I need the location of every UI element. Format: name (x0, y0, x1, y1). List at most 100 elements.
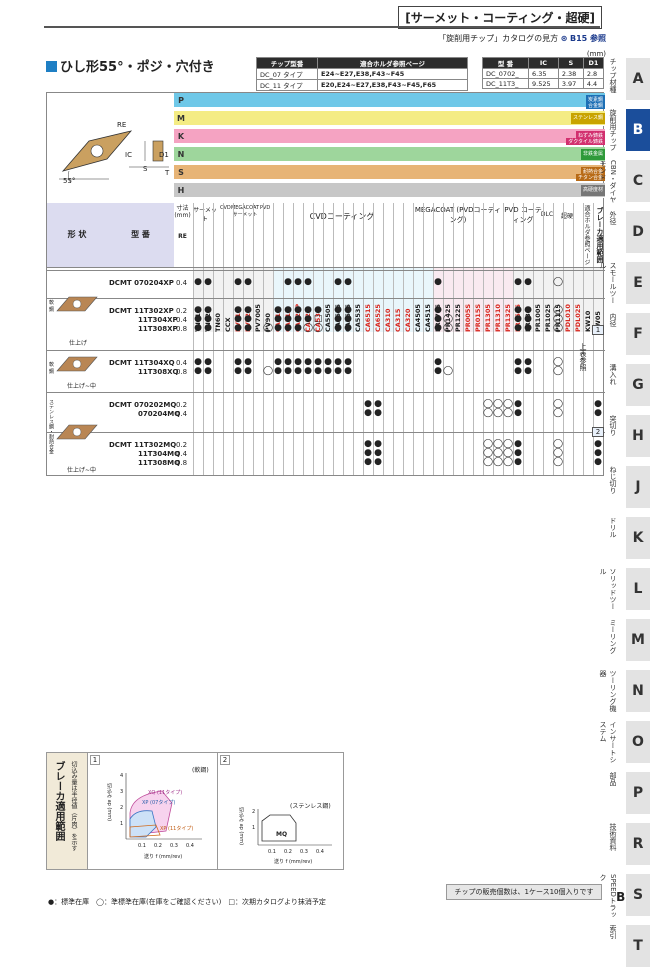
part-number[interactable]: 11T304MQ (138, 450, 181, 458)
grade-ca5535: CA5535 (353, 268, 363, 332)
chart2-material: (ステンレス鋼) (290, 803, 331, 810)
stock-mark: ● (374, 457, 382, 467)
stock-mark: ● (514, 277, 522, 287)
stock-mark: ● (204, 314, 212, 324)
grade-divider (413, 203, 414, 475)
stock-mark: ● (194, 366, 202, 376)
index-letter[interactable]: B (626, 109, 650, 151)
breaker-box-2[interactable]: 2 (592, 427, 604, 437)
part-number[interactable]: DCMT 11T302MQ (109, 441, 177, 449)
diagram-t-label: T (165, 169, 170, 177)
dimension-header-text: 寸法 (mm) (174, 205, 191, 219)
index-item-c[interactable]: CBN・ダイヤモンド C (599, 156, 650, 207)
stock-legend: ●：標準在庫 ◯：準標準在庫(在庫をご確認ください) □：次期カタログより抹消予… (48, 898, 326, 906)
index-item-m[interactable]: ミーリング M (600, 615, 650, 666)
product-table: RE IC D1 S T 55° P 炭素鋼 合金鋼 M ステンレス鋼 K ねずみ鋳鉄 ダクタ… (46, 92, 605, 476)
index-letter[interactable]: K (626, 517, 650, 559)
index-item-n[interactable]: ツーリング機器 N (599, 666, 650, 717)
xq-side-label: 軟鋼 (49, 362, 55, 375)
chart1-plot (125, 773, 202, 840)
index-letter[interactable]: O (626, 721, 650, 763)
stock-mark: ● (204, 277, 212, 287)
index-letter[interactable]: F (626, 313, 650, 355)
catalog-ref-page[interactable]: B15 参照 (569, 34, 606, 43)
part-number[interactable]: DCMT 070204XP (109, 279, 174, 287)
chart2-xtick-1: 0.1 (268, 849, 276, 855)
index-letter[interactable]: R (626, 823, 650, 865)
index-letter[interactable]: C (626, 160, 650, 202)
stock-mark: ◯ (553, 323, 564, 333)
index-letter[interactable]: H (626, 415, 650, 457)
index-letter[interactable]: J (626, 466, 650, 508)
re-value: 0.8 (176, 368, 188, 376)
part-number[interactable]: 11T304XP (138, 316, 178, 324)
grade-divider (343, 203, 344, 475)
index-item-a[interactable]: チップ材種 A (600, 54, 650, 105)
stock-mark: ● (304, 277, 312, 287)
index-letter[interactable]: E (626, 262, 650, 304)
stock-mark: ● (284, 277, 292, 287)
stock-mark: ● (524, 314, 532, 324)
index-item-g[interactable]: 溝入れ G (600, 360, 650, 411)
index-item-b[interactable]: 旋削用チップ B (600, 105, 650, 156)
stock-mark: ● (234, 314, 242, 324)
index-letter[interactable]: N (626, 670, 650, 712)
part-number[interactable]: 11T308XQ (138, 368, 179, 376)
index-item-e[interactable]: スモールツール E (599, 258, 650, 309)
breaker-chart-2: 2 (ステンレス鋼) 切込み ap (mm) MQ 2 1 0.1 0.2 0.… (217, 753, 344, 869)
breaker-box-1[interactable]: 1 (592, 325, 604, 335)
part-number[interactable]: 11T308MQ (138, 459, 181, 467)
part-number[interactable]: 070204MQ (138, 410, 181, 418)
index-letter[interactable]: S (626, 874, 650, 916)
index-item-r[interactable]: 技術資料 R (600, 819, 650, 870)
index-item-f[interactable]: 内径 F (600, 309, 650, 360)
stock-mark: ◯ (443, 314, 454, 324)
grade-divider (323, 203, 324, 475)
part-number[interactable]: 11T308XP (138, 325, 178, 333)
index-item-h[interactable]: 突切り H (600, 411, 650, 462)
stock-mark: ◯ (303, 323, 314, 333)
stock-mark: ◯ (553, 457, 564, 467)
stock-mark: ● (434, 366, 442, 376)
stock-mark: ● (334, 314, 342, 324)
index-letter[interactable]: P (626, 772, 650, 814)
dim-header: S (557, 57, 584, 69)
stock-mark: ◯ (553, 366, 564, 376)
stock-mark: ● (284, 323, 292, 333)
index-item-k[interactable]: ドリル K (600, 513, 650, 564)
grade-pr1310: PR1310 (493, 268, 503, 332)
index-item-l[interactable]: ソリッドツール L (599, 564, 650, 615)
part-number[interactable]: DCMT 070202MQ (109, 401, 177, 409)
stock-mark: ◯ (503, 448, 514, 458)
grade-divider (283, 203, 284, 475)
stock-mark: ● (514, 314, 522, 324)
ref-cell[interactable]: E24~E27,E38,F43~F45 (316, 68, 469, 80)
part-number[interactable]: DCMT 11T302XP (109, 307, 174, 315)
stock-mark: ● (204, 366, 212, 376)
index-letter[interactable]: A (626, 58, 650, 100)
index-letter[interactable]: D (626, 211, 650, 253)
index-letter[interactable]: T (626, 925, 650, 967)
index-item-o[interactable]: インサートシステム O (599, 717, 650, 768)
index-item-p[interactable]: 部品 P (600, 768, 650, 819)
index-letter[interactable]: L (626, 568, 650, 610)
re-value: 0.8 (176, 325, 188, 333)
index-item-s[interactable]: SPEEDトラック S (599, 870, 650, 921)
stock-mark: ● (284, 366, 292, 376)
grade-divider (253, 203, 254, 475)
index-item-d[interactable]: 外径 D (600, 207, 650, 258)
grade-pr1305: PR1305 (483, 268, 493, 332)
index-item-j[interactable]: ねじ切り J (600, 462, 650, 513)
index-letter[interactable]: G (626, 364, 650, 406)
stock-mark: ● (344, 277, 352, 287)
stock-mark: ● (274, 366, 282, 376)
index-item-label: SPEEDトラック (599, 874, 617, 918)
ref-cell[interactable]: E20,E24~E27,E38,F43~F45,F65 (316, 79, 469, 91)
index-letter[interactable]: M (626, 619, 650, 661)
stock-mark: ◯ (483, 408, 494, 418)
stock-mark: ● (434, 314, 442, 324)
chart2-plot (257, 809, 332, 846)
index-item-t[interactable]: 索引 T (600, 921, 650, 972)
part-number[interactable]: DCMT 11T304XQ (109, 359, 175, 367)
stock-mark: ● (314, 357, 322, 367)
